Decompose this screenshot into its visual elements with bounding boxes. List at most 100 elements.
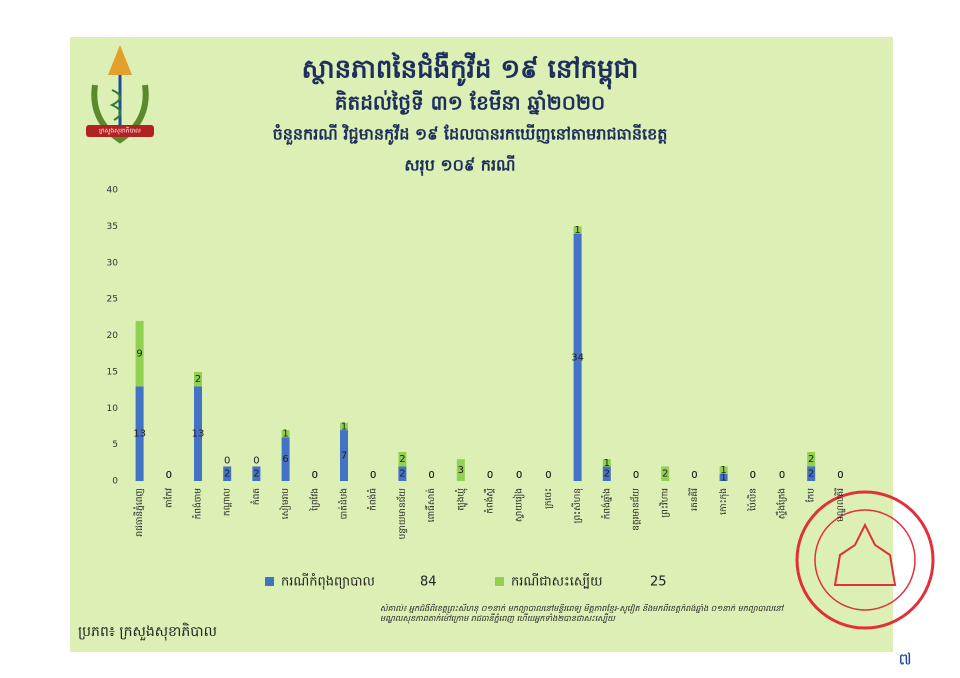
value-label: 0 [516,470,522,481]
x-tick-label: កំពត [250,488,262,505]
value-label: 2 [808,454,814,465]
bar-segment [573,226,582,234]
x-tick-label: កែប [805,488,817,503]
legend-label: ករណីជាសះស្បើយ [511,573,602,590]
x-tick-label: ពោធិ៍សាត់ [424,488,437,523]
bar-segment [252,466,261,481]
value-label: 1 [720,472,726,483]
value-label: 13 [133,429,146,440]
value-label: 2 [604,469,610,480]
legend: ករណីកំពុងព្យាបាល 84 ករណីជាសះស្បើយ 25 [265,573,667,591]
x-tick-label: ស្ទឹងត្រែង [776,488,788,519]
legend-swatch [495,577,504,586]
title: ស្ថានភាពនៃជំងឺកូវីដ ១៩ នៅកម្ពុជា [302,52,639,90]
stamp [795,490,935,630]
bar-segment [602,466,611,481]
value-label: 0 [224,455,230,466]
value-label: 1 [282,429,288,440]
value-label: 0 [312,470,318,481]
y-tick-label: 30 [107,258,119,268]
value-label: 0 [487,470,493,481]
x-tick-label: បន្ទាយមានជ័យ [396,488,408,540]
x-tick-label: ស្វាយរៀង [513,488,525,522]
x-tick-label: ព្រះវិហារ [659,488,671,518]
value-label: 0 [691,470,697,481]
value-label: 0 [750,470,756,481]
value-label: 2 [195,374,201,385]
source: ប្រភព៖ ក្រសួងសុខាភិបាល [78,622,217,641]
bar-segment [194,386,202,481]
bar-segment [340,422,348,431]
value-label: 9 [136,349,142,360]
y-tick-label: 25 [107,295,118,305]
value-label: 0 [750,470,756,481]
heading: ចំនួនករណី វិជ្ជមានកូវីដ ១៩ ដែលបានរកឃើញនៅ… [273,124,668,146]
value-label: 0 [312,470,318,481]
legend-total: 84 [420,575,437,590]
value-label: 0 [779,470,785,481]
value-label: 1 [720,465,726,476]
x-tick-label: ឧត្ដរមានជ័យ [630,488,642,531]
value-label: 2 [399,469,405,480]
value-label: 3 [458,465,464,476]
bar-segment [398,451,407,467]
x-tick-label: កំពង់ធំ [367,488,379,511]
x-tick-label: រាជធានីភ្នំពេញ [133,488,145,537]
y-tick-label: 0 [112,477,118,487]
value-label: 1 [574,225,580,236]
bar-segment [719,466,728,474]
note: សំគាល់៖ អ្នកជំងឺពីខេត្តព្រះសីហនុ ០១នាក់ … [380,604,784,624]
value-label: 0 [428,470,434,481]
y-tick-label: 5 [112,440,118,450]
y-tick-label: 10 [107,404,119,414]
value-label: 0 [253,455,259,466]
bar-segment [135,320,144,387]
bar-segment [573,233,582,481]
legend-label: ករណីកំពុងព្យាបាល [281,573,375,591]
x-tick-label: រតនគិរី [688,488,700,511]
bar-segment [807,451,816,467]
bar-segment [194,371,202,387]
x-tick-label: កំពង់ចាម [192,488,204,520]
value-label: 2 [224,469,230,480]
value-label: 34 [571,352,584,363]
value-label: 1 [604,458,610,469]
x-tick-label: កណ្ដាល [223,488,233,517]
note-box: សំគាល់៖ អ្នកជំងឺពីខេត្តព្រះសីហនុ ០១នាក់ … [380,604,784,624]
legend-total: 25 [650,575,667,590]
bar-segment [456,459,465,481]
bar-segment [223,466,232,481]
value-label: 0 [545,470,551,481]
value-label: 1 [341,421,347,432]
value-label: 2 [808,469,814,480]
x-tick-label: កំពង់ស្ពឺ [484,488,496,514]
bar-segment [340,430,348,481]
x-tick-label: ព្រៃវែង [308,488,320,512]
value-label: 2 [253,469,259,480]
bar-segment [281,437,290,481]
subtitle: គិតដល់ថ្ងៃទី ៣១ ខែមីនា ឆ្នាំ២០២០ [335,90,605,116]
value-label: 2 [662,469,668,480]
y-tick-label: 20 [107,331,119,341]
x-tick-label: បាត់ដំបង [338,488,350,519]
logo: ក្រសួងសុខាភិបាល [86,45,154,144]
value-label: 6 [282,454,288,465]
value-label: 0 [428,470,434,481]
bar-segment [719,473,728,481]
x-tick-label: ត្បូងឃ្មុំ [454,488,467,511]
x-tick-label: កោះកុង [719,488,729,515]
bar-segment [807,466,816,481]
value-label: 0 [691,470,697,481]
value-label: 0 [837,470,843,481]
value-label: 2 [399,454,405,465]
value-label: 0 [166,470,172,481]
x-tick-label: មណ្ឌលគិរី [834,488,846,522]
bar-segment [281,430,290,438]
x-tick-label: ប៉ៃលិន [746,488,758,512]
panel [70,37,893,652]
total-label: សរុប ១០៩ ករណី [404,155,515,177]
value-label: 7 [341,451,347,462]
value-label: 0 [633,470,639,481]
